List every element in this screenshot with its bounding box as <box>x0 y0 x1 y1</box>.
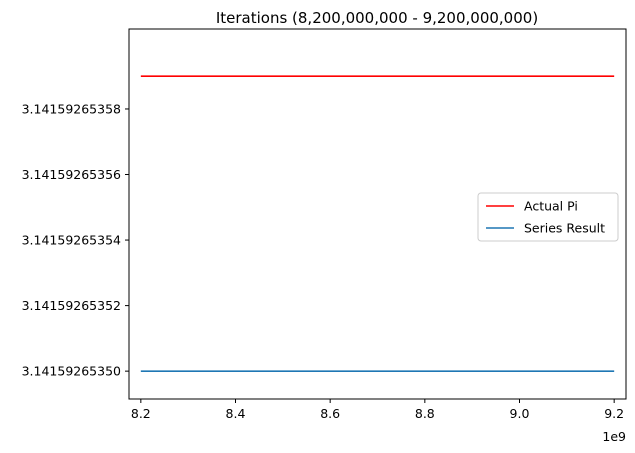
y-tick-label: 3.14159265356 <box>22 167 121 182</box>
chart-title: Iterations (8,200,000,000 - 9,200,000,00… <box>216 9 538 27</box>
plot-area-frame <box>128 28 627 400</box>
x-tick-label: 8.4 <box>226 406 246 421</box>
legend-label: Series Result <box>524 221 605 236</box>
y-tick-label: 3.14159265358 <box>22 101 121 116</box>
legend-box <box>477 192 619 242</box>
series-layer <box>140 75 615 372</box>
y-tick-label: 3.14159265350 <box>22 364 121 379</box>
x-tick-label: 9.0 <box>510 406 530 421</box>
x-tick-label: 8.2 <box>131 406 151 421</box>
legend-label: Actual Pi <box>524 199 578 214</box>
x-axis: 8.2 8.4 8.6 8.8 9.0 9.2 <box>131 399 624 421</box>
legend: Actual Pi Series Result <box>477 192 619 242</box>
y-tick-label: 3.14159265354 <box>22 233 121 248</box>
x-axis-offset-label: 1e9 <box>602 429 626 444</box>
x-tick-label: 9.2 <box>604 406 624 421</box>
y-axis: 3.14159265350 3.14159265352 3.14159265354 3… <box>22 101 129 379</box>
x-tick-label: 8.6 <box>320 406 340 421</box>
x-tick-label: 8.8 <box>415 406 435 421</box>
y-tick-label: 3.14159265352 <box>22 298 121 313</box>
